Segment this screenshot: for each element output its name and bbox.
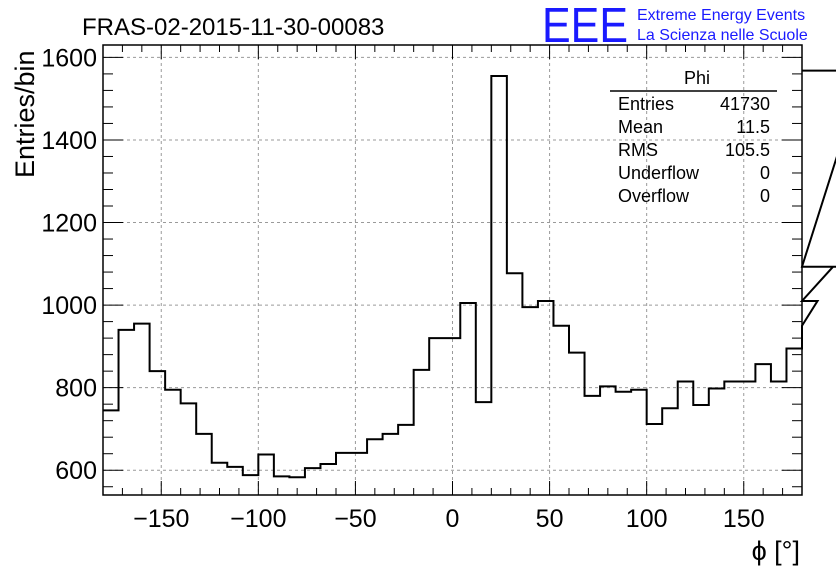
y-tick-label: 1200 [41, 210, 97, 238]
stats-value-entries: 41730 [720, 94, 770, 114]
stats-label-rms: RMS [618, 140, 658, 160]
stats-label-entries: Entries [618, 94, 674, 114]
stats-label-underflow: Underflow [618, 163, 700, 183]
stats-box: Phi Entries 41730 Mean 11.5 RMS 105.5 Un… [610, 68, 777, 206]
hist-title: FRAS-02-2015-11-30-00083 [82, 14, 384, 41]
y-tick-label: 1000 [41, 292, 97, 320]
stats-value-mean: 11.5 [736, 117, 770, 137]
y-tick-label: 1400 [41, 127, 97, 155]
x-tick-label: 50 [536, 505, 564, 533]
stats-title: Phi [684, 68, 710, 88]
axis-ticks [102, 45, 803, 495]
stats-value-underflow: 0 [760, 163, 770, 183]
stats-label-mean: Mean [618, 117, 663, 137]
y-tick-labels: 600 800 1000 1200 1400 1600 [41, 44, 97, 485]
eee-logo: EEE Extreme Energy Events La Scienza nel… [542, 0, 808, 53]
stats-label-overflow: Overflow [618, 186, 690, 206]
y-tick-label: 1600 [41, 44, 97, 72]
x-tick-label: 0 [446, 505, 460, 533]
stats-value-overflow: 0 [760, 186, 770, 206]
x-tick-label: −100 [230, 505, 286, 533]
x-tick-label: −150 [133, 505, 189, 533]
y-tick-label: 600 [55, 457, 97, 485]
y-axis-title: Entries/bin [10, 50, 40, 178]
logo-line2: La Scienza nelle Scuole [637, 27, 808, 44]
histogram-step-line [103, 69, 836, 479]
y-tick-label: 800 [55, 375, 97, 403]
stats-value-rms: 105.5 [725, 140, 770, 160]
x-tick-labels: −150 −100 −50 0 50 100 150 [133, 505, 765, 533]
x-tick-label: 100 [626, 505, 668, 533]
x-axis-title: ϕ [°] [752, 536, 800, 566]
x-tick-label: −50 [334, 505, 376, 533]
logo-text: EEE [542, 0, 628, 53]
plot-frame [102, 44, 803, 496]
logo-line1: Extreme Energy Events [637, 7, 805, 24]
x-tick-label: 150 [723, 505, 765, 533]
